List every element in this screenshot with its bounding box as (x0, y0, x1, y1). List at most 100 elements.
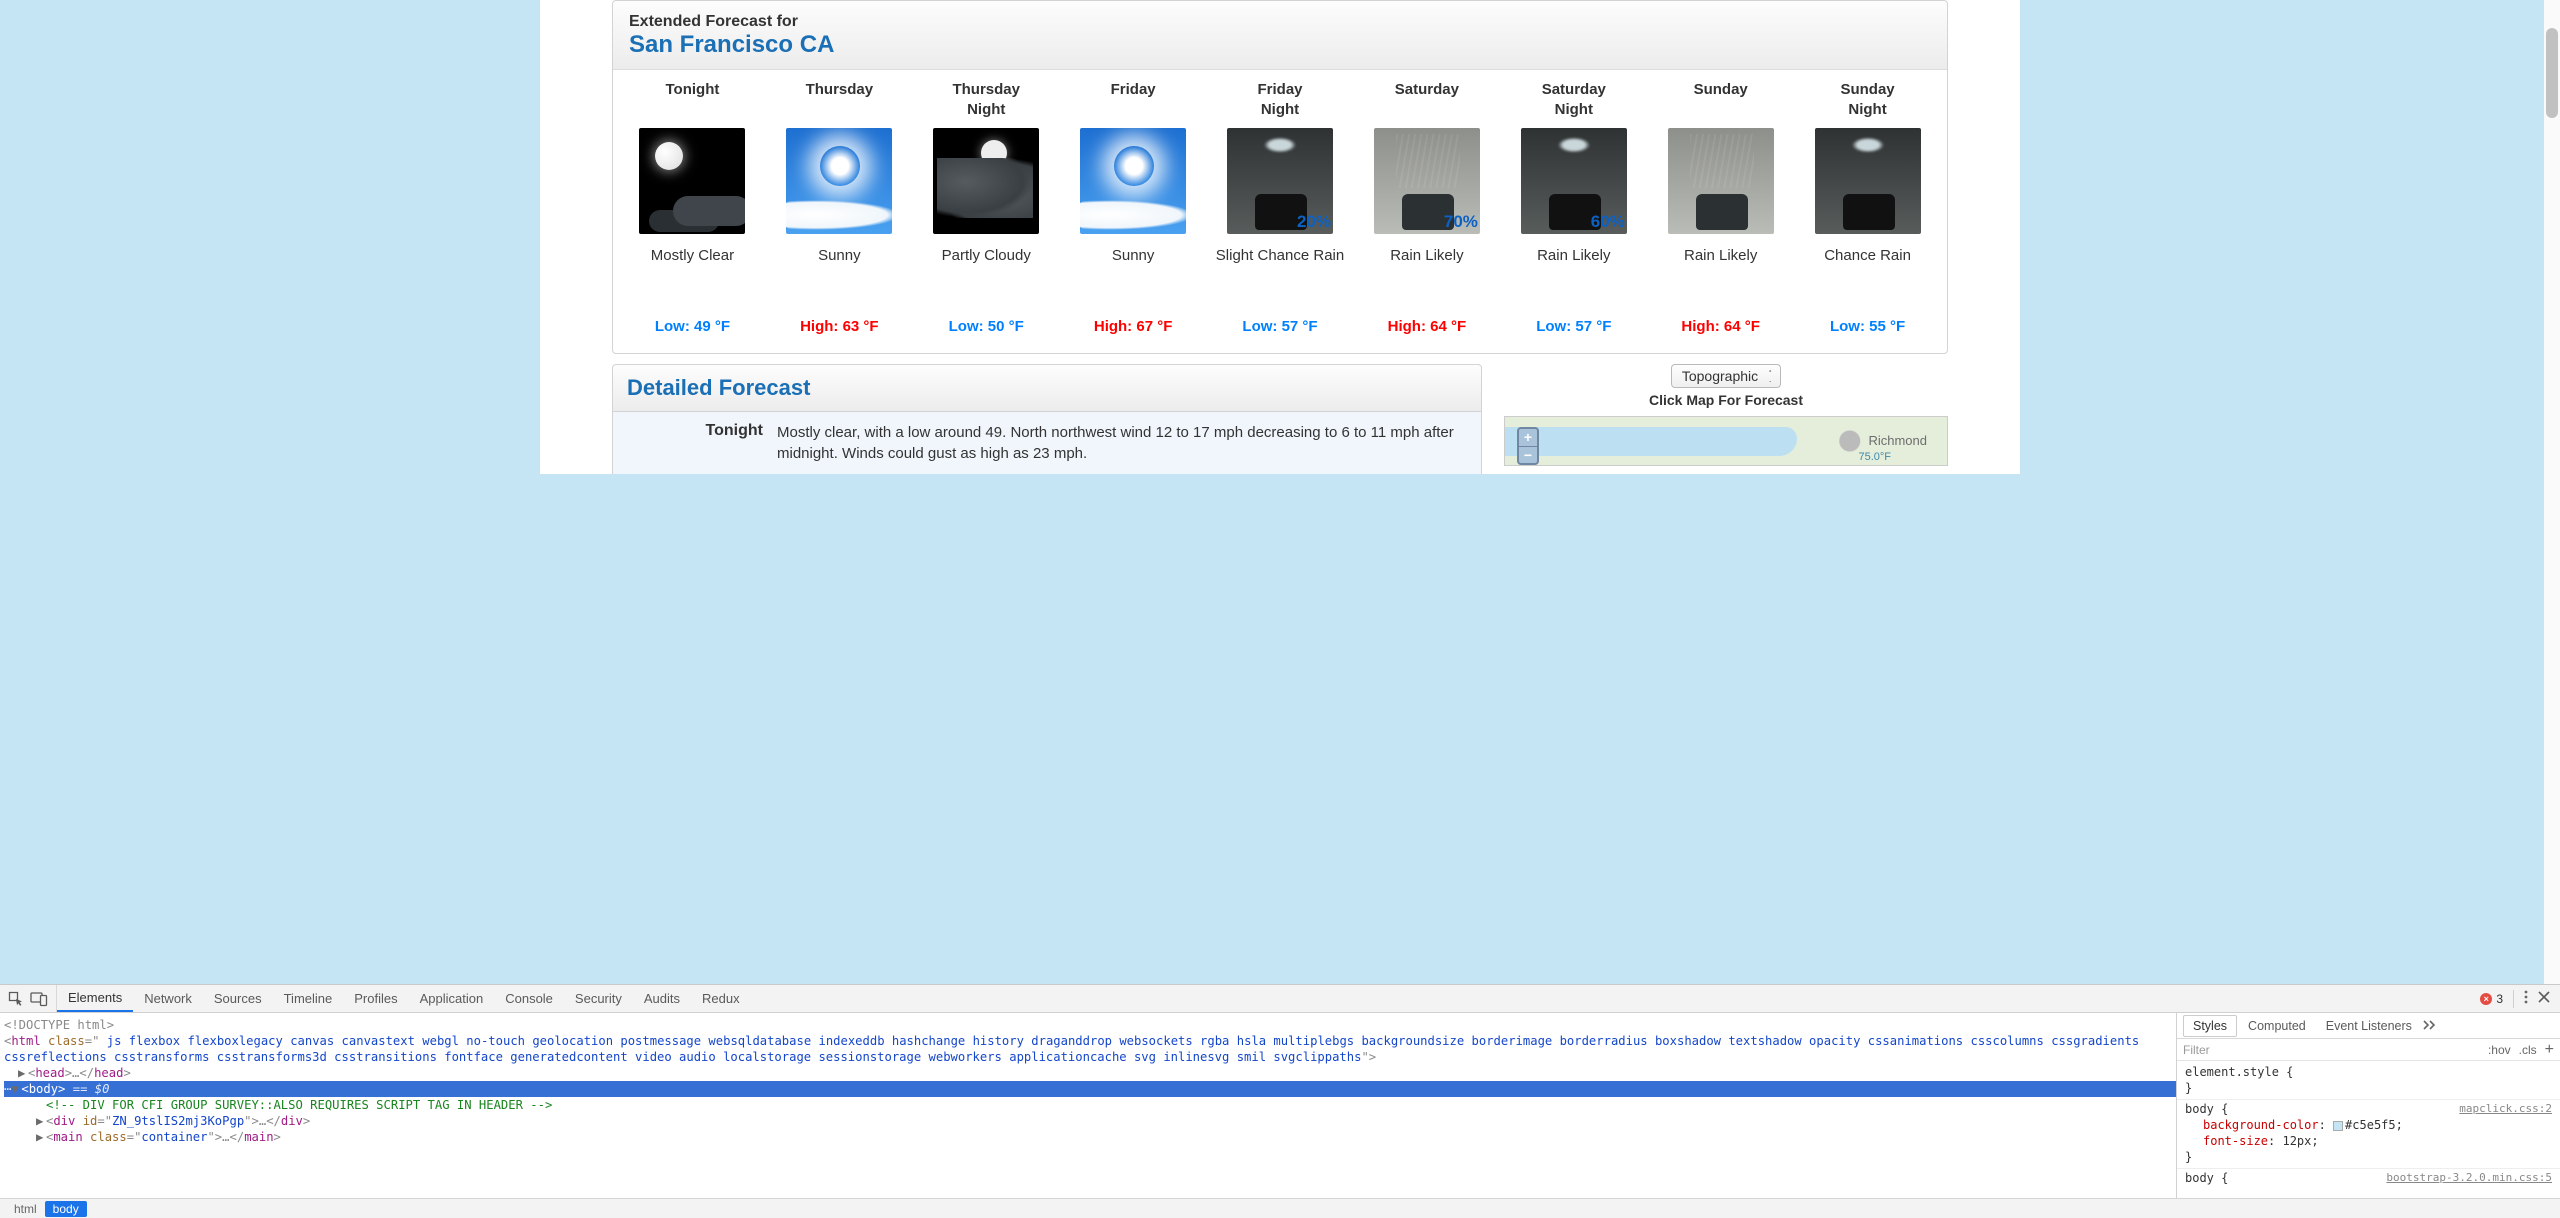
forecast-desc: Rain Likely (1537, 246, 1610, 290)
map-caption: Click Map For Forecast (1504, 392, 1948, 408)
weather-icon (1080, 128, 1186, 234)
styles-pane: StylesComputedEvent Listeners Filter :ho… (2176, 1013, 2560, 1198)
forecast-temp: Low: 49 °F (655, 318, 730, 335)
styles-cls-toggle[interactable]: .cls (2519, 1043, 2537, 1057)
period-name: ThursdayNight (952, 80, 1020, 124)
devtools-tab-timeline[interactable]: Timeline (273, 985, 344, 1012)
dom-tree[interactable]: <!DOCTYPE html> <html class=" js flexbox… (0, 1013, 2176, 1198)
devtools-tab-console[interactable]: Console (494, 985, 564, 1012)
styles-filter-input[interactable]: Filter (2183, 1043, 2210, 1057)
forecast-period[interactable]: ThursdaySunnyHigh: 63 °F (766, 80, 913, 335)
dom-html-open[interactable]: <html class=" js flexbox flexboxlegacy c… (4, 1033, 2176, 1065)
devtools-tab-audits[interactable]: Audits (633, 985, 691, 1012)
map-label-temp: 75.0°F (1858, 451, 1891, 463)
forecast-period[interactable]: FridaySunnyHigh: 67 °F (1060, 80, 1207, 335)
devtools-tab-application[interactable]: Application (409, 985, 495, 1012)
inspect-icon[interactable] (8, 991, 24, 1007)
forecast-period[interactable]: SundayNight Chance Rain Low: 55 °F (1794, 80, 1941, 335)
devtools-tab-security[interactable]: Security (564, 985, 633, 1012)
rule-source-link[interactable]: mapclick.css:2 (2459, 1101, 2552, 1117)
forecast-desc: Mostly Clear (651, 246, 734, 290)
period-name: Tonight (666, 80, 720, 124)
styles-hov-toggle[interactable]: :hov (2488, 1043, 2511, 1057)
breadcrumb-body[interactable]: body (45, 1201, 87, 1217)
error-count-badge[interactable]: × 3 (2480, 992, 2503, 1006)
devtools-close-icon[interactable] (2538, 991, 2550, 1006)
forecast-desc: Chance Rain (1824, 246, 1911, 290)
map-zoom-control: + − (1517, 427, 1539, 465)
dom-main[interactable]: ▶<main class="container">…</main> (4, 1129, 2176, 1145)
styles-tabs-overflow-icon[interactable] (2423, 1019, 2439, 1033)
styles-tab-styles[interactable]: Styles (2183, 1015, 2237, 1037)
detailed-forecast-row: Tonight Mostly clear, with a low around … (612, 412, 1482, 474)
forecast-temp: High: 64 °F (1681, 318, 1760, 335)
extended-forecast-panel: Extended Forecast for San Francisco CA T… (612, 0, 1948, 354)
extended-forecast-location: San Francisco CA (629, 31, 1931, 59)
period-name: SundayNight (1840, 80, 1894, 124)
map-label-richmond: Richmond (1868, 433, 1927, 448)
device-toggle-icon[interactable] (30, 991, 48, 1007)
forecast-desc: Partly Cloudy (942, 246, 1031, 290)
period-name: Friday (1111, 80, 1156, 124)
dom-body-selected[interactable]: ⋯▼<body> == $0 (4, 1081, 2176, 1097)
forecast-map[interactable]: Richmond 75.0°F + − (1504, 416, 1948, 466)
page-content: Extended Forecast for San Francisco CA T… (0, 0, 2560, 984)
dom-div[interactable]: ▶<div id="ZN_9tslIS2mj3KoPgp">…</div> (4, 1113, 2176, 1129)
period-name: FridayNight (1258, 80, 1303, 124)
forecast-period[interactable]: Saturday70%Rain LikelyHigh: 64 °F (1353, 80, 1500, 335)
forecast-temp: High: 67 °F (1094, 318, 1173, 335)
period-name: Thursday (806, 80, 874, 124)
forecast-period[interactable]: Tonight Mostly Clear Low: 49 °F (619, 80, 766, 335)
weather-icon (639, 128, 745, 234)
error-icon: × (2480, 993, 2492, 1005)
map-zoom-in[interactable]: + (1519, 429, 1537, 447)
forecast-desc: Sunny (818, 246, 861, 290)
rule-element-style[interactable]: element.style { } (2177, 1063, 2560, 1100)
map-zoom-out[interactable]: − (1519, 447, 1537, 464)
styles-tab-event-listeners[interactable]: Event Listeners (2317, 1016, 2421, 1036)
devtools-tabs: ElementsNetworkSourcesTimelineProfilesAp… (0, 985, 2560, 1013)
forecast-temp: Low: 55 °F (1830, 318, 1905, 335)
forecast-period[interactable]: SundayRain LikelyHigh: 64 °F (1647, 80, 1794, 335)
color-swatch[interactable] (2333, 1121, 2343, 1131)
detailed-forecast-label: Tonight (627, 422, 777, 464)
rule-body-mapclick[interactable]: mapclick.css:2 body { background-color: … (2177, 1100, 2560, 1169)
detailed-forecast-text: Mostly clear, with a low around 49. Nort… (777, 422, 1467, 464)
map-layer-select[interactable]: Topographic (1671, 364, 1781, 388)
dom-comment[interactable]: <!-- DIV FOR CFI GROUP SURVEY::ALSO REQU… (4, 1097, 2176, 1113)
forecast-period[interactable]: ThursdayNight Partly Cloudy Low: 50 °F (913, 80, 1060, 335)
devtools-tab-sources[interactable]: Sources (203, 985, 273, 1012)
period-name: Saturday (1395, 80, 1459, 124)
weather-icon: 60% (1521, 128, 1627, 234)
period-name: SaturdayNight (1542, 80, 1606, 124)
dom-head[interactable]: ▶<head>…</head> (4, 1065, 2176, 1081)
rule-source-link[interactable]: bootstrap-3.2.0.min.css:5 (2386, 1170, 2552, 1186)
forecast-temp: Low: 50 °F (949, 318, 1024, 335)
devtools-menu-icon[interactable] (2524, 990, 2528, 1007)
styles-tab-computed[interactable]: Computed (2239, 1016, 2315, 1036)
forecast-temp: High: 64 °F (1388, 318, 1467, 335)
extended-forecast-title: Extended Forecast for (629, 13, 1931, 31)
styles-add-rule[interactable]: + (2545, 1041, 2554, 1059)
forecast-period[interactable]: FridayNight20%Slight Chance RainLow: 57 … (1207, 80, 1354, 335)
error-count: 3 (2496, 992, 2503, 1006)
devtools: ElementsNetworkSourcesTimelineProfilesAp… (0, 984, 2560, 1218)
devtools-tab-elements[interactable]: Elements (57, 985, 133, 1012)
precip-pct: 20% (1297, 212, 1331, 232)
forecast-periods: Tonight Mostly Clear Low: 49 °F Thursday Sun… (613, 70, 1947, 353)
styles-filter-row: Filter :hov .cls + (2177, 1039, 2560, 1061)
forecast-temp: Low: 57 °F (1536, 318, 1611, 335)
page-scrollbar[interactable] (2544, 0, 2560, 984)
map-water (1505, 427, 1797, 457)
scrollbar-thumb[interactable] (2546, 28, 2558, 118)
rule-body-bootstrap[interactable]: bootstrap-3.2.0.min.css:5 body { (2177, 1169, 2560, 1189)
forecast-period[interactable]: SaturdayNight60% Rain Likely Low: 57 °F (1500, 80, 1647, 335)
devtools-tab-profiles[interactable]: Profiles (343, 985, 408, 1012)
weather-icon (786, 128, 892, 234)
devtools-tab-network[interactable]: Network (133, 985, 203, 1012)
weather-icon: 70% (1374, 128, 1480, 234)
breadcrumb-html[interactable]: html (6, 1201, 45, 1217)
weather-icon: 20% (1227, 128, 1333, 234)
map-controls: Topographic Click Map For Forecast Richm… (1504, 364, 1948, 466)
devtools-tab-redux[interactable]: Redux (691, 985, 751, 1012)
